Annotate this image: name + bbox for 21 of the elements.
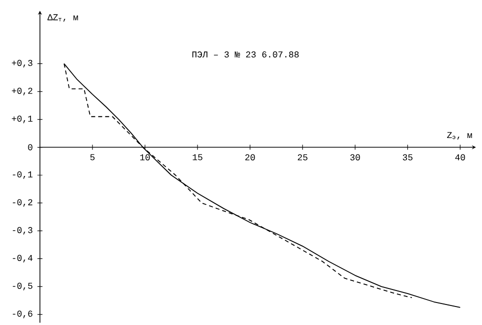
y-axis-title: ΔZ$_{т}$, м	[47, 14, 78, 22]
x-tick-label: 15	[192, 154, 202, 160]
annotation: ПЭЛ – 3 № 23 6.07.88	[192, 51, 299, 58]
x-tick-label: 20	[245, 154, 255, 160]
y-tick-label: -0,3	[12, 227, 32, 235]
y-tick-label: -0,1	[12, 171, 32, 179]
y-tick-label: -0,4	[12, 254, 32, 262]
x-tick-label: 25	[298, 154, 308, 160]
y-tick-label: -0,5	[12, 282, 32, 290]
x-axis-title: Z$_{э}$, м	[447, 132, 472, 140]
x-tick-label: 40	[455, 154, 465, 160]
y-tick-label: +0,2	[12, 88, 32, 96]
x-tick-label: 35	[402, 154, 412, 160]
y-tick-label: +0,1	[12, 116, 32, 124]
y-tick-label: +0,3	[12, 60, 32, 68]
x-tick-label: 30	[350, 154, 360, 160]
y-tick-label: -0,2	[12, 199, 32, 207]
x-tick-label: 10	[140, 154, 150, 160]
x-tick-label: 5	[90, 154, 95, 160]
y-tick-label: -0,6	[12, 310, 32, 318]
y-tick-label: 0	[28, 144, 32, 150]
